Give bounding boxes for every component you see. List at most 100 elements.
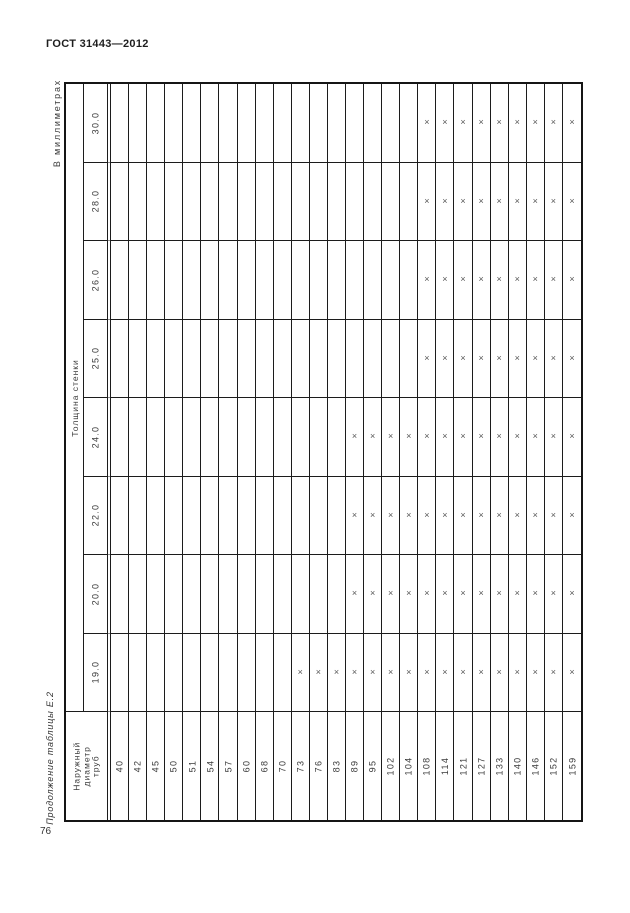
cell-d152-t26.0: ×: [544, 241, 563, 320]
diameter-label: 76: [313, 759, 324, 773]
cell-d146-t28.0: ×: [526, 162, 545, 241]
cell-d45-t28.0: [147, 162, 166, 241]
cell-d60-t30.0: [237, 84, 256, 163]
cell-d104-t24.0: ×: [400, 398, 419, 477]
cell-d83-t19.0: ×: [327, 633, 346, 712]
cell-d121-t30.0: ×: [454, 84, 473, 163]
availability-mark: ×: [532, 117, 538, 128]
cell-d89-t22.0: ×: [346, 476, 365, 555]
diameter-label: 102: [385, 756, 396, 776]
cell-d121-t25.0: ×: [454, 319, 473, 398]
cell-d114-t28.0: ×: [436, 162, 455, 241]
diameter-label-cell: 57: [219, 712, 238, 820]
thickness-label-cell: 26.0: [84, 241, 111, 320]
cell-d127-t22.0: ×: [472, 476, 491, 555]
cell-d54-t30.0: [201, 84, 220, 163]
cell-d50-t30.0: [165, 84, 184, 163]
cell-d54-t26.0: [201, 241, 220, 320]
cell-d133-t22.0: ×: [490, 476, 509, 555]
cell-d159-t20.0: ×: [562, 555, 581, 634]
availability-mark: ×: [478, 274, 484, 285]
cell-d95-t30.0: [364, 84, 383, 163]
availability-mark: ×: [496, 274, 502, 285]
cell-d140-t24.0: ×: [508, 398, 527, 477]
availability-mark: ×: [333, 666, 340, 677]
availability-mark: ×: [442, 509, 448, 520]
cell-d40-t25.0: [111, 319, 130, 398]
cell-d54-t25.0: [201, 319, 220, 398]
cell-d152-t24.0: ×: [544, 398, 563, 477]
cell-d140-t25.0: ×: [508, 319, 527, 398]
cell-d104-t22.0: ×: [400, 476, 419, 555]
units-note: В миллиметрах: [52, 78, 62, 168]
cell-d104-t28.0: [400, 162, 419, 241]
availability-mark: ×: [496, 666, 502, 677]
diameter-label: 42: [132, 759, 143, 773]
availability-mark: ×: [297, 666, 303, 677]
availability-mark: ×: [424, 352, 430, 363]
cell-d73-t26.0: [291, 241, 310, 320]
cell-d42-t26.0: [129, 241, 148, 320]
diameter-label: 108: [421, 756, 432, 776]
availability-mark: ×: [424, 195, 430, 206]
cell-d73-t25.0: [291, 319, 310, 398]
availability-mark: ×: [550, 352, 557, 363]
cell-d51-t28.0: [183, 162, 202, 241]
cell-d70-t30.0: [273, 84, 292, 163]
cell-d73-t19.0: ×: [291, 633, 310, 712]
cell-d40-t20.0: [111, 555, 130, 634]
availability-mark: ×: [351, 666, 358, 677]
availability-mark: ×: [406, 431, 412, 442]
cell-d95-t20.0: ×: [364, 555, 383, 634]
availability-mark: ×: [460, 117, 466, 128]
outer-diameter-group-header: Наружный диаметр труб: [71, 741, 101, 791]
cell-d70-t24.0: [273, 398, 292, 477]
cell-d76-t24.0: [309, 398, 328, 477]
diameter-label: 127: [476, 756, 487, 776]
availability-mark: ×: [369, 666, 376, 677]
cell-d68-t22.0: [255, 476, 274, 555]
availability-mark: ×: [460, 195, 466, 206]
availability-mark: ×: [351, 431, 358, 442]
cell-d76-t26.0: [309, 241, 328, 320]
diameter-label: 83: [331, 759, 342, 773]
cell-d121-t26.0: ×: [454, 241, 473, 320]
cell-d45-t30.0: [147, 84, 166, 163]
cell-d121-t22.0: ×: [454, 476, 473, 555]
cell-d83-t30.0: [327, 84, 346, 163]
cell-d54-t28.0: [201, 162, 220, 241]
availability-mark: ×: [532, 431, 538, 442]
availability-mark: ×: [388, 509, 394, 520]
cell-d146-t19.0: ×: [526, 633, 545, 712]
diameter-label-cell: 121: [454, 712, 473, 820]
cell-d42-t22.0: [129, 476, 148, 555]
cell-d83-t20.0: [327, 555, 346, 634]
diameter-label-cell: 95: [364, 712, 383, 820]
cell-d114-t24.0: ×: [436, 398, 455, 477]
diameter-label: 89: [349, 759, 360, 773]
availability-mark: ×: [496, 588, 502, 599]
cell-d133-t28.0: ×: [490, 162, 509, 241]
availability-mark: ×: [460, 666, 466, 677]
thickness-label: 19.0: [90, 660, 101, 684]
availability-mark: ×: [550, 195, 557, 206]
cell-d114-t30.0: ×: [436, 84, 455, 163]
diameter-label: 146: [530, 756, 541, 776]
thickness-label: 25.0: [90, 346, 101, 370]
availability-mark: ×: [496, 352, 502, 363]
cell-d140-t28.0: ×: [508, 162, 527, 241]
diameter-label-cell: 45: [147, 712, 166, 820]
diameter-label-cell: 152: [545, 712, 563, 820]
cell-d133-t25.0: ×: [490, 319, 509, 398]
cell-d140-t22.0: ×: [508, 476, 527, 555]
cell-d83-t22.0: [327, 476, 346, 555]
diameter-label-cell: 89: [346, 712, 365, 820]
availability-mark: ×: [369, 588, 376, 599]
cell-d83-t26.0: [327, 241, 346, 320]
diameter-label-cell: 60: [238, 712, 256, 820]
cell-d159-t30.0: ×: [562, 84, 581, 163]
cell-d133-t30.0: ×: [490, 84, 509, 163]
cell-d146-t22.0: ×: [526, 476, 545, 555]
cell-d95-t24.0: ×: [364, 398, 383, 477]
availability-mark: ×: [550, 431, 557, 442]
